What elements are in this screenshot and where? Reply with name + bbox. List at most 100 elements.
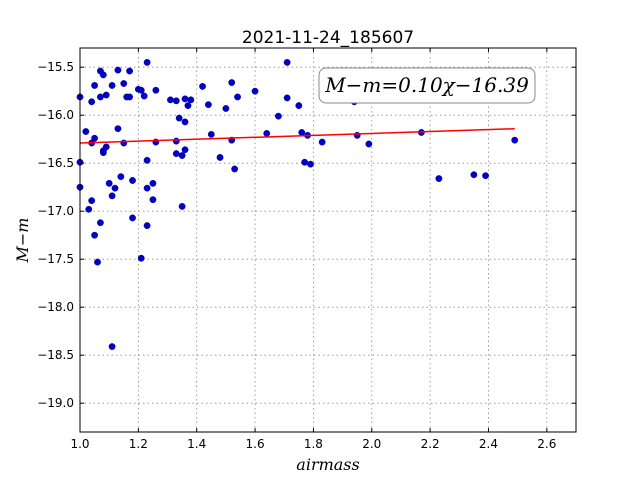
data-point (91, 231, 98, 239)
data-point (283, 59, 291, 66)
data-point (251, 87, 259, 95)
data-point (307, 160, 314, 168)
data-point (111, 184, 119, 192)
data-point (149, 196, 157, 204)
x-tick-label: 2.0 (362, 437, 381, 451)
data-point (222, 105, 230, 112)
data-point (283, 94, 291, 102)
x-tick-label: 2.2 (421, 437, 440, 451)
data-point (178, 152, 186, 159)
data-point (82, 128, 90, 135)
y-tick-label: −17.5 (37, 252, 74, 266)
data-point (187, 96, 195, 104)
x-tick-label: 1.0 (70, 437, 89, 451)
data-point (126, 93, 134, 101)
data-point (143, 156, 151, 164)
data-point (172, 97, 180, 105)
chart-title: 2021-11-24_185607 (242, 28, 414, 48)
data-point (172, 137, 180, 145)
data-point (470, 171, 478, 179)
data-point (152, 86, 160, 94)
x-tick-labels: 1.0 1.2 1.4 1.6 1.8 2.0 2.2 2.4 2.6 (70, 437, 556, 451)
axis-ticks (79, 48, 576, 432)
data-point (167, 96, 174, 104)
y-tick-label: −18.0 (37, 300, 74, 314)
data-point (204, 101, 212, 109)
data-point (91, 134, 98, 142)
data-point (143, 222, 151, 230)
data-point (85, 205, 93, 213)
data-point (234, 93, 241, 101)
data-point (129, 177, 136, 184)
y-tick-label: −16.5 (37, 156, 74, 170)
data-point (102, 143, 110, 151)
data-point (99, 71, 107, 79)
data-point (129, 214, 136, 222)
data-point (114, 66, 122, 74)
data-point (88, 197, 96, 205)
data-point (97, 93, 104, 101)
x-tick-label: 1.4 (187, 437, 206, 451)
data-point (117, 173, 125, 181)
y-tick-label: −18.5 (37, 348, 74, 362)
data-point (140, 92, 148, 100)
y-tick-label: −17.0 (37, 204, 74, 218)
data-point (175, 114, 183, 122)
data-point (137, 86, 145, 94)
grid (79, 48, 576, 432)
data-point (102, 91, 110, 99)
x-tick-label: 1.2 (129, 437, 148, 451)
y-tick-labels: −15.5 −16.0 −16.5 −17.0 −17.5 −18.0 −18.5 −19.0 (37, 60, 74, 410)
data-point (137, 254, 145, 262)
data-point (108, 82, 116, 89)
data-point (91, 82, 98, 89)
x-tick-label: 1.6 (246, 437, 265, 451)
data-point (511, 136, 519, 144)
data-point (126, 67, 134, 75)
y-axis-label: M−m (13, 218, 32, 264)
data-point (120, 80, 128, 87)
data-point (97, 219, 104, 227)
data-point (94, 258, 101, 266)
data-point (365, 140, 373, 148)
data-point (143, 184, 151, 192)
data-point (482, 172, 489, 180)
data-point (274, 112, 282, 120)
data-point (181, 118, 189, 126)
data-point (181, 95, 189, 103)
plot-frame (79, 47, 577, 433)
data-point (143, 59, 151, 66)
data-point (178, 202, 186, 210)
data-point (207, 130, 215, 138)
data-point (88, 98, 96, 106)
fit-line (79, 127, 515, 144)
data-point (199, 83, 206, 90)
y-tick-label: −16.0 (37, 108, 74, 122)
data-point (231, 165, 239, 173)
annotation-box (318, 67, 536, 104)
x-tick-label: 2.4 (479, 437, 498, 451)
data-points (76, 59, 519, 350)
y-tick-label: −15.5 (37, 60, 74, 74)
data-point (435, 175, 443, 182)
data-point (99, 149, 107, 157)
x-tick-label: 2.6 (537, 437, 556, 451)
data-point (318, 138, 326, 146)
fit-annotation: M−m=0.10χ−16.39 (318, 67, 536, 104)
data-point (263, 130, 271, 137)
y-tick-label: −19.0 (37, 396, 74, 410)
data-point (172, 150, 180, 158)
data-point (228, 79, 236, 86)
data-point (184, 102, 192, 110)
data-point (114, 125, 122, 133)
data-point (105, 179, 113, 187)
data-point (108, 343, 116, 350)
x-tick-label: 1.8 (304, 437, 323, 451)
data-point (216, 154, 224, 161)
data-point (149, 179, 157, 187)
data-point (301, 158, 309, 166)
annotation-text: M−m=0.10χ−16.39 (324, 73, 529, 97)
x-axis-label: airmass (296, 455, 359, 474)
data-point (295, 102, 303, 110)
